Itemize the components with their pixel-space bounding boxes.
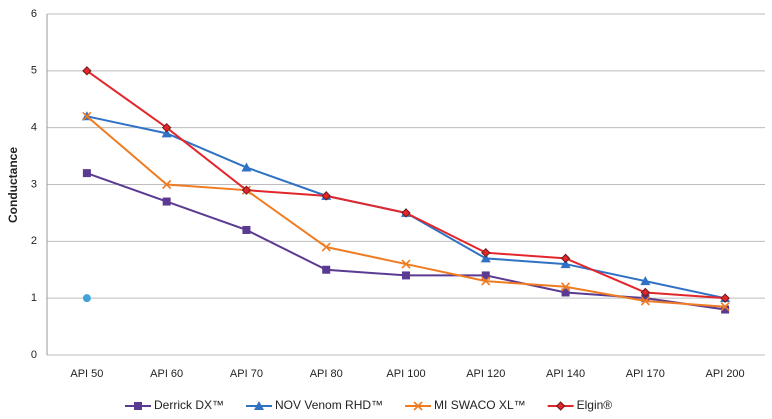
x-tick-label: API 100 [386,368,425,380]
marker [720,293,730,303]
y-tick-label: 1 [31,292,37,304]
x-tick-label: API 170 [626,368,665,380]
marker [561,288,570,297]
legend-label: Elgin® [577,398,613,412]
marker [82,294,91,303]
legend-label: Derrick DX™ [154,398,224,412]
marker [721,305,730,314]
y-tick-label: 2 [31,235,37,247]
y-axis-label: Conductance [6,147,20,223]
marker [555,401,566,411]
marker [322,265,331,274]
marker [82,169,91,178]
marker [560,282,571,292]
marker [321,242,331,252]
marker [480,253,491,263]
x-tick-label: API 60 [150,368,183,380]
marker [161,122,172,133]
marker [241,162,252,172]
marker [162,179,172,190]
marker [402,271,410,280]
x-tick-label: API 200 [706,368,745,380]
marker [641,294,650,303]
marker [481,271,490,280]
marker [162,197,171,206]
legend-label: NOV Venom RHD™ [275,398,383,412]
x-tick-label: API 50 [70,368,103,380]
marker [560,259,571,269]
x-tick-label: API 120 [466,368,505,380]
x-tick-label: API 140 [546,368,585,380]
legend-label: MI SWACO XL™ [434,398,526,412]
y-tick-label: 5 [31,65,37,77]
marker [720,302,730,312]
marker [401,208,411,218]
marker [321,191,331,201]
marker [401,259,411,269]
marker [481,276,491,286]
marker [640,276,651,286]
marker [640,287,651,298]
y-tick-label: 0 [31,349,37,361]
marker [161,128,172,138]
marker [241,185,252,195]
marker [481,247,491,258]
x-tick-label: API 70 [230,368,263,380]
marker [560,253,571,264]
marker [413,401,423,411]
y-tick-label: 4 [31,122,37,134]
marker [134,402,142,410]
marker [640,296,650,306]
y-tick-label: 3 [31,178,37,190]
x-tick-label: API 80 [310,368,343,380]
marker [82,66,92,76]
marker [82,111,92,121]
marker [254,401,265,410]
y-tick-label: 6 [31,8,37,20]
marker [242,225,251,234]
